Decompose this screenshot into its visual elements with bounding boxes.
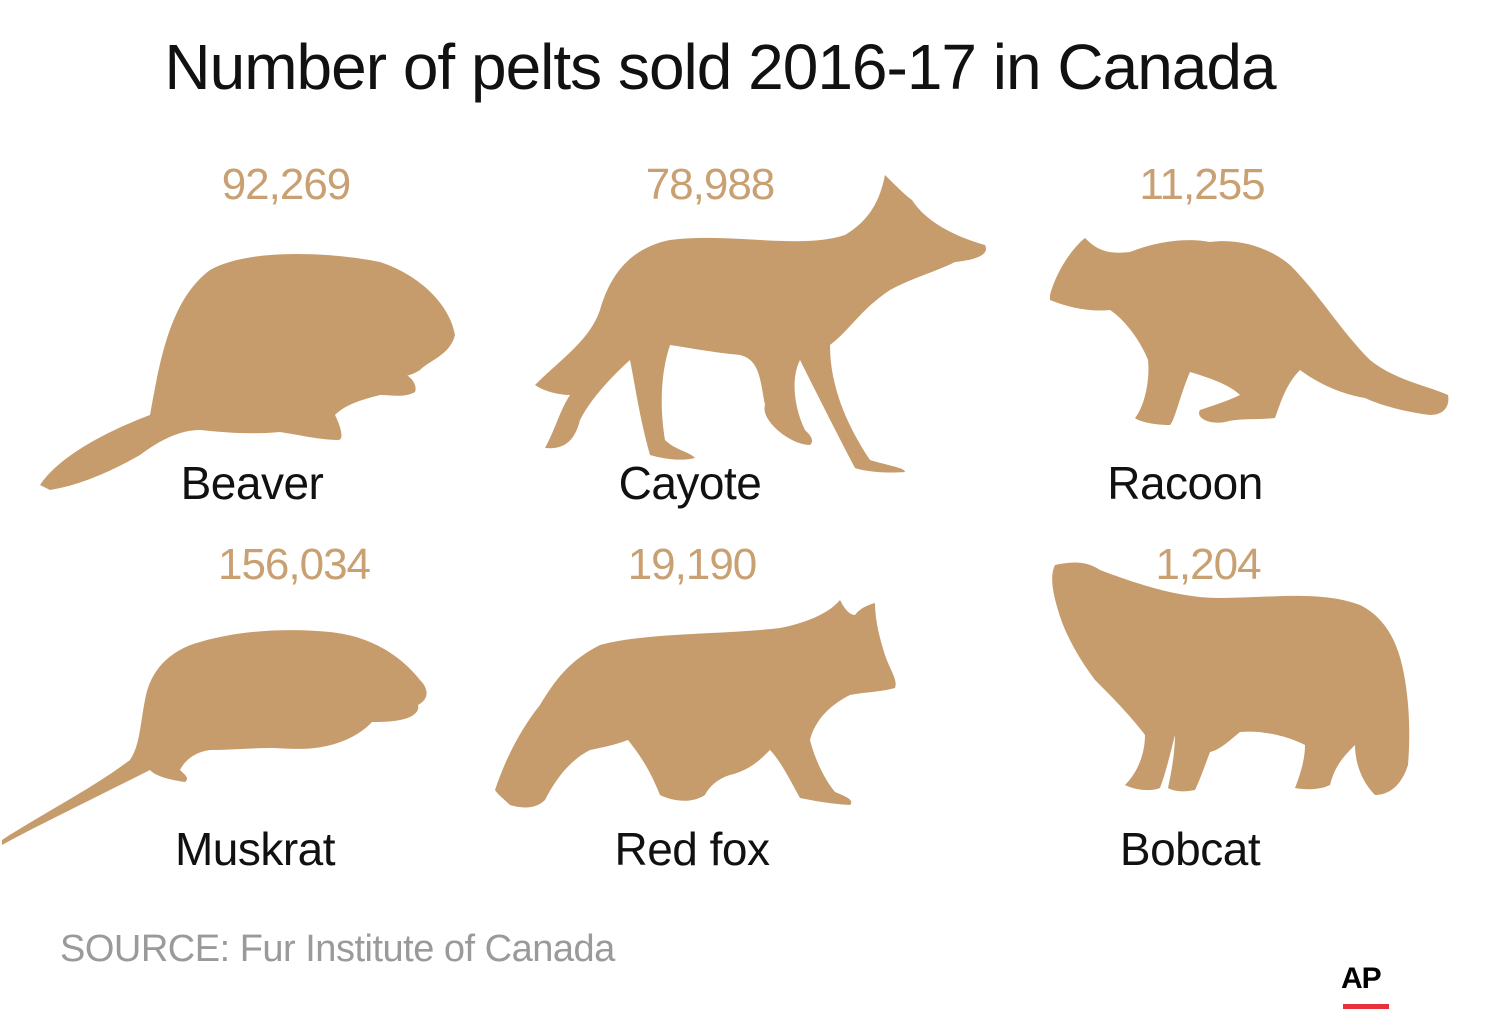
- label-red-fox: Red fox: [614, 823, 770, 875]
- chart-title: Number of pelts sold 2016-17 in Canada: [164, 31, 1276, 103]
- value-coyote: 78,988: [645, 160, 776, 209]
- coyote-icon: [535, 175, 986, 473]
- muskrat-icon: [2, 630, 427, 845]
- ap-logo-text: AP: [1341, 962, 1382, 995]
- value-raccoon: 11,255: [1139, 160, 1265, 209]
- label-bobcat: Bobcat: [1119, 823, 1261, 875]
- ap-logo-bar: [1343, 1004, 1389, 1009]
- label-coyote: Cayote: [618, 457, 762, 509]
- value-red-fox: 19,190: [627, 540, 758, 589]
- raccoon-icon: [1050, 238, 1449, 425]
- value-bobcat: 1,204: [1155, 540, 1261, 589]
- ap-logo: AP: [1341, 962, 1391, 1010]
- label-beaver: Beaver: [180, 457, 324, 509]
- value-beaver: 92,269: [221, 160, 352, 209]
- label-muskrat: Muskrat: [174, 823, 336, 875]
- beaver-icon: [40, 253, 455, 490]
- source-note: SOURCE: Fur Institute of Canada: [60, 928, 615, 970]
- red-fox-icon: [495, 600, 896, 808]
- bobcat-icon: [1052, 562, 1410, 795]
- value-muskrat: 156,034: [217, 540, 371, 589]
- label-raccoon: Racoon: [1107, 457, 1263, 509]
